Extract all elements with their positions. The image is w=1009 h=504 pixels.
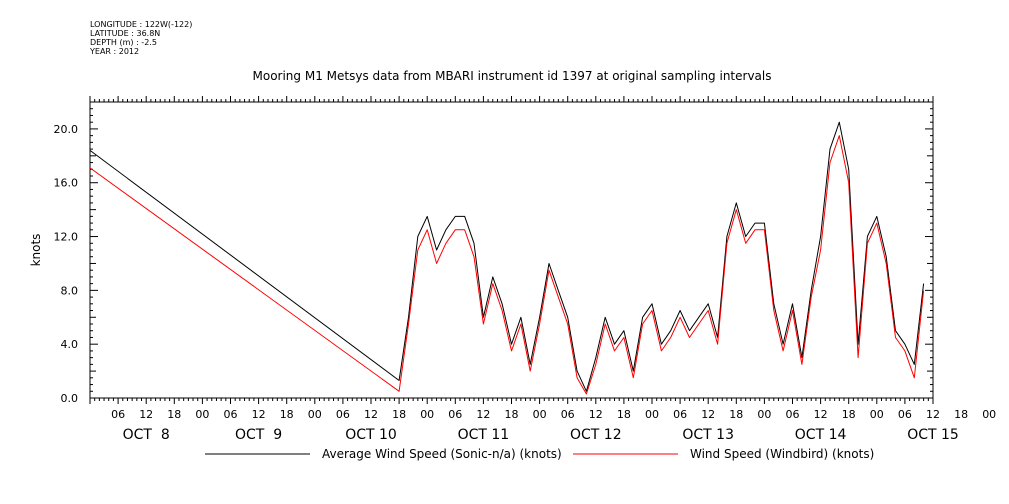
y-tick-label: 20.0	[54, 123, 79, 136]
x-tick-label: 18	[954, 408, 968, 421]
plot-border	[89, 101, 934, 399]
x-tick-label: 12	[926, 408, 940, 421]
meta-year: YEAR : 2012	[90, 47, 140, 56]
legend-label: Average Wind Speed (Sonic-n/a) (knots)	[322, 447, 562, 461]
x-tick-label: 12	[139, 408, 153, 421]
x-tick-label: 00	[645, 408, 659, 421]
meta-depth: DEPTH (m) : -2.5	[90, 38, 157, 47]
y-tick-label: 4.0	[61, 338, 79, 351]
metadata-block: LONGITUDE : 122W(-122) LATITUDE : 36.8N …	[90, 20, 192, 56]
y-tick-label: 16.0	[54, 177, 79, 190]
x-tick-label: 00	[420, 408, 434, 421]
x-tick-label: 06	[898, 408, 912, 421]
x-tick-label: 00	[757, 408, 771, 421]
y-tick-label: 0.0	[61, 392, 79, 405]
x-axis: 06 12 18 00 06 12 18 00 06 12 18 00 06 12 18 00 06 12 18 00…	[89, 96, 996, 443]
legend: Average Wind Speed (Sonic-n/a) (knots) Wi…	[205, 447, 874, 461]
x-day-label: OCT 15	[907, 427, 959, 443]
series-line-0	[89, 121, 925, 392]
y-axis: 0.0 4.0 8.0 12.0 16.0 20.0	[54, 101, 933, 405]
x-tick-label: 12	[476, 408, 490, 421]
x-day-label: OCT 11	[458, 427, 510, 443]
x-day-label: OCT 10	[345, 427, 397, 443]
x-tick-label: 18	[392, 408, 406, 421]
x-day-label: OCT 9	[235, 427, 282, 443]
x-tick-label: 00	[308, 408, 322, 421]
x-tick-label: 18	[505, 408, 519, 421]
x-tick-label: 12	[252, 408, 266, 421]
x-day-label: OCT 8	[123, 427, 170, 443]
series-layer	[89, 121, 925, 395]
x-tick-label: 06	[224, 408, 238, 421]
x-tick-label: 06	[111, 408, 125, 421]
x-tick-label: 00	[870, 408, 884, 421]
x-day-label: OCT 14	[795, 427, 847, 443]
plot-frame	[89, 101, 934, 399]
y-tick-label: 8.0	[61, 284, 79, 297]
x-tick-label: 00	[195, 408, 209, 421]
x-tick-label: 12	[589, 408, 603, 421]
meta-longitude: LONGITUDE : 122W(-122)	[90, 20, 193, 29]
legend-label: Wind Speed (Windbird) (knots)	[690, 447, 874, 461]
x-tick-label: 06	[786, 408, 800, 421]
x-tick-label: 00	[533, 408, 547, 421]
x-day-label: OCT 13	[682, 427, 734, 443]
chart-title: Mooring M1 Metsys data from MBARI instru…	[253, 69, 772, 83]
x-tick-label: 12	[814, 408, 828, 421]
x-tick-label: 06	[673, 408, 687, 421]
x-tick-label: 18	[842, 408, 856, 421]
series-line-1	[89, 135, 925, 395]
x-tick-label: 06	[336, 408, 350, 421]
y-tick-label: 12.0	[54, 231, 79, 244]
y-axis-label: knots	[29, 234, 43, 267]
x-day-label: OCT 12	[570, 427, 622, 443]
x-tick-label: 18	[617, 408, 631, 421]
x-tick-label: 06	[561, 408, 575, 421]
x-tick-label: 18	[280, 408, 294, 421]
x-tick-label: 18	[729, 408, 743, 421]
x-tick-label: 12	[364, 408, 378, 421]
x-tick-label: 18	[167, 408, 181, 421]
meta-latitude: LATITUDE : 36.8N	[90, 29, 161, 38]
x-tick-label: 12	[701, 408, 715, 421]
x-tick-label: 06	[448, 408, 462, 421]
x-tick-label: 00	[982, 408, 996, 421]
